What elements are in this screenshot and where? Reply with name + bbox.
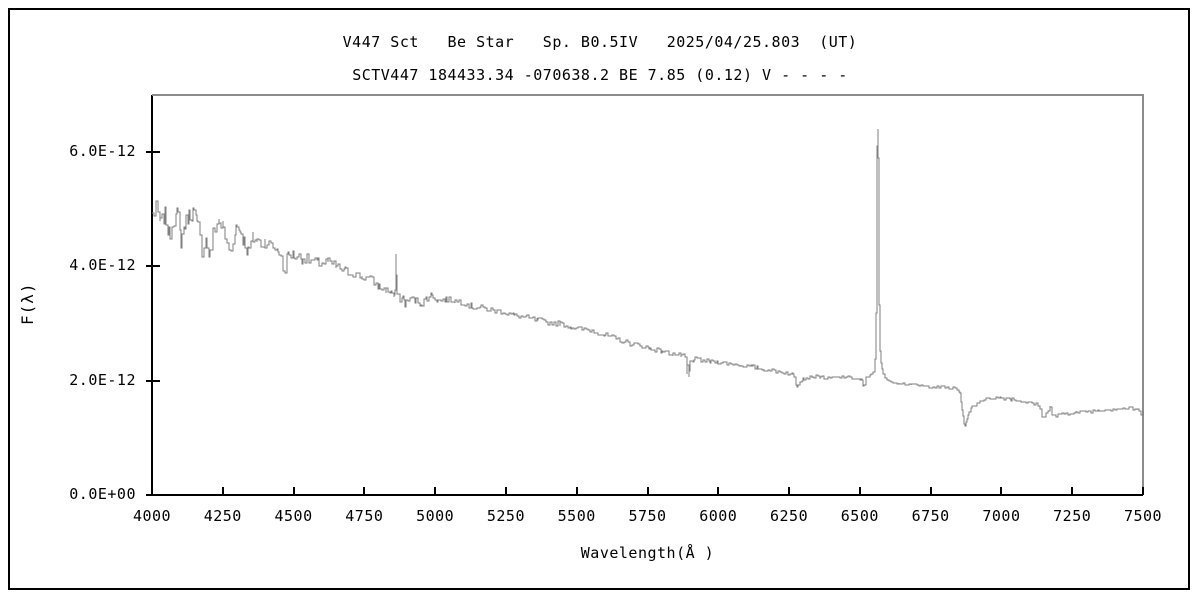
x-tick-label: 4250: [203, 507, 242, 525]
x-tick-label: 6750: [911, 507, 950, 525]
x-axis-title: Wavelength(Å ): [580, 544, 715, 562]
chart-title: V447 Sct Be Star Sp. B0.5IV 2025/04/25.8…: [342, 33, 858, 51]
x-tick-label: 6500: [840, 507, 879, 525]
x-tick-label: 6250: [770, 507, 809, 525]
x-tick-label: 7250: [1053, 507, 1092, 525]
x-tick-label: 7000: [982, 507, 1021, 525]
chart-subtitle: SCTV447 184433.34 -070638.2 BE 7.85 (0.1…: [352, 66, 848, 84]
axis-left-bottom: [151, 95, 1143, 496]
x-tick-label: 4750: [345, 507, 384, 525]
x-tick-label: 4000: [132, 507, 172, 525]
x-tick-label: 4500: [274, 507, 313, 525]
x-tick-label: 5500: [557, 507, 596, 525]
tick-marks: [146, 151, 1144, 496]
x-tick-label: 7500: [1123, 507, 1163, 525]
x-tick-label: 5000: [416, 507, 455, 525]
y-tick-label: 0.0E+00: [69, 485, 136, 503]
x-tick-label: 5250: [486, 507, 525, 525]
outer-border: [8, 8, 1190, 590]
y-tick-label: 6.0E-12: [69, 142, 136, 161]
y-tick-label: 2.0E-12: [69, 370, 136, 389]
spectrum-line: [152, 129, 1144, 427]
x-tick-label: 5750: [628, 507, 667, 525]
frame-top-right: [152, 94, 1144, 495]
x-tick-label: 6000: [699, 507, 738, 525]
y-tick-label: 4.0E-12: [69, 256, 136, 275]
